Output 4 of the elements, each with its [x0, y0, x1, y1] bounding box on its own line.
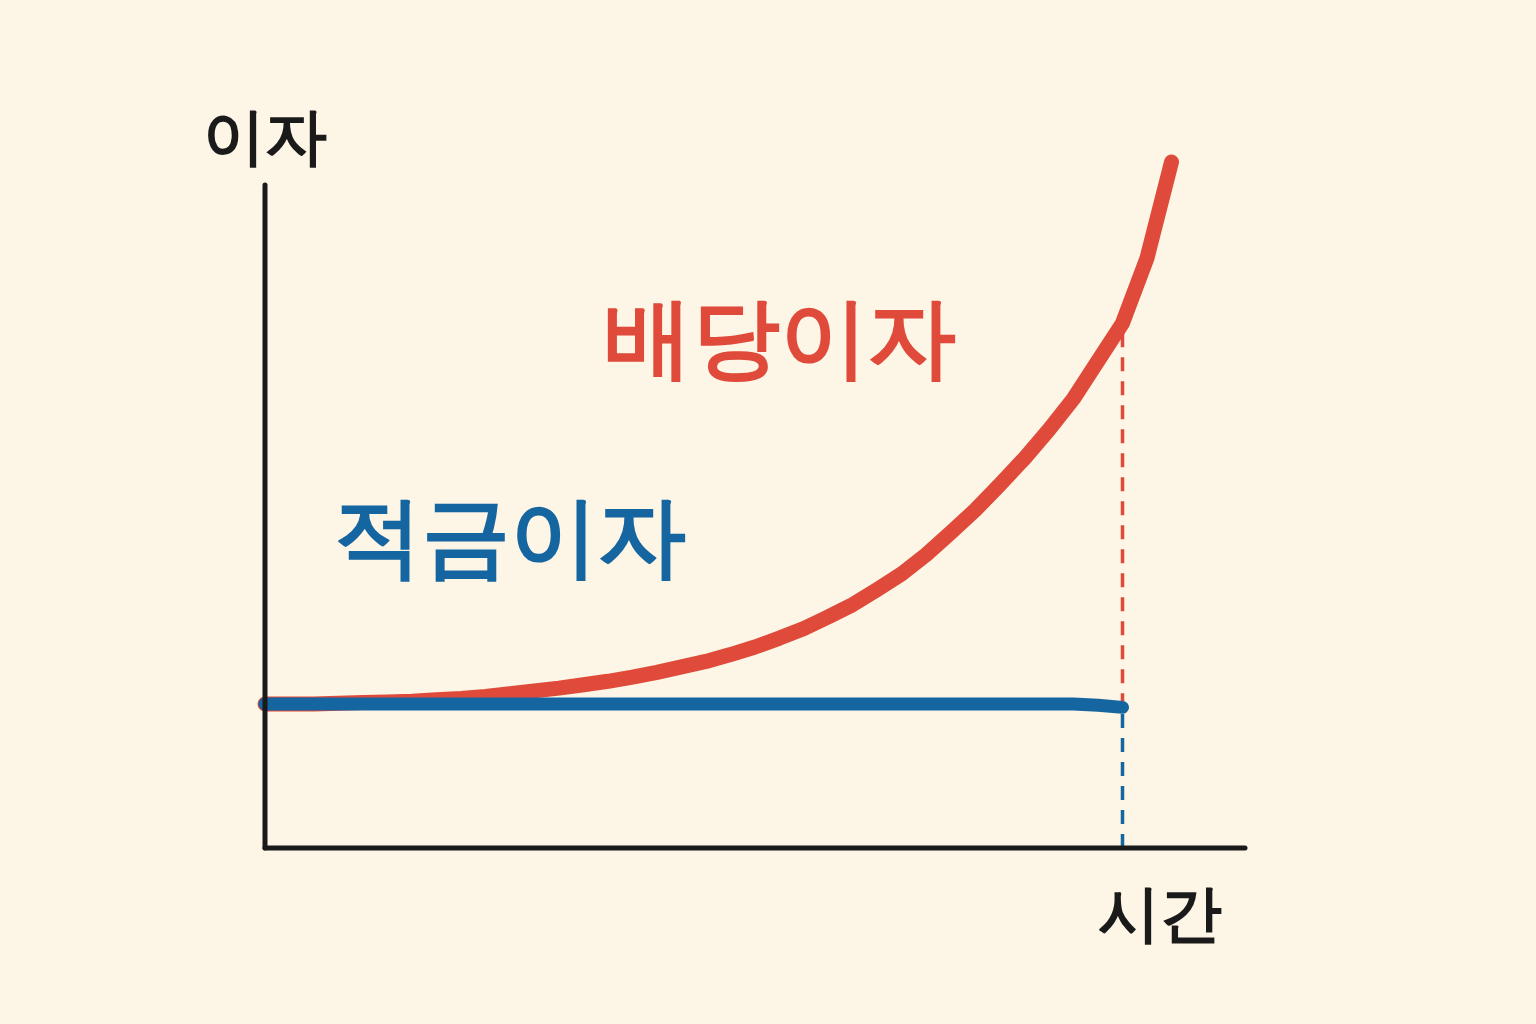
series-label: 적금이자	[334, 484, 686, 588]
x-axis-title: 시간	[1098, 877, 1222, 950]
series-label: 배당이자	[603, 285, 956, 389]
y-axis-title: 이자	[203, 100, 327, 173]
